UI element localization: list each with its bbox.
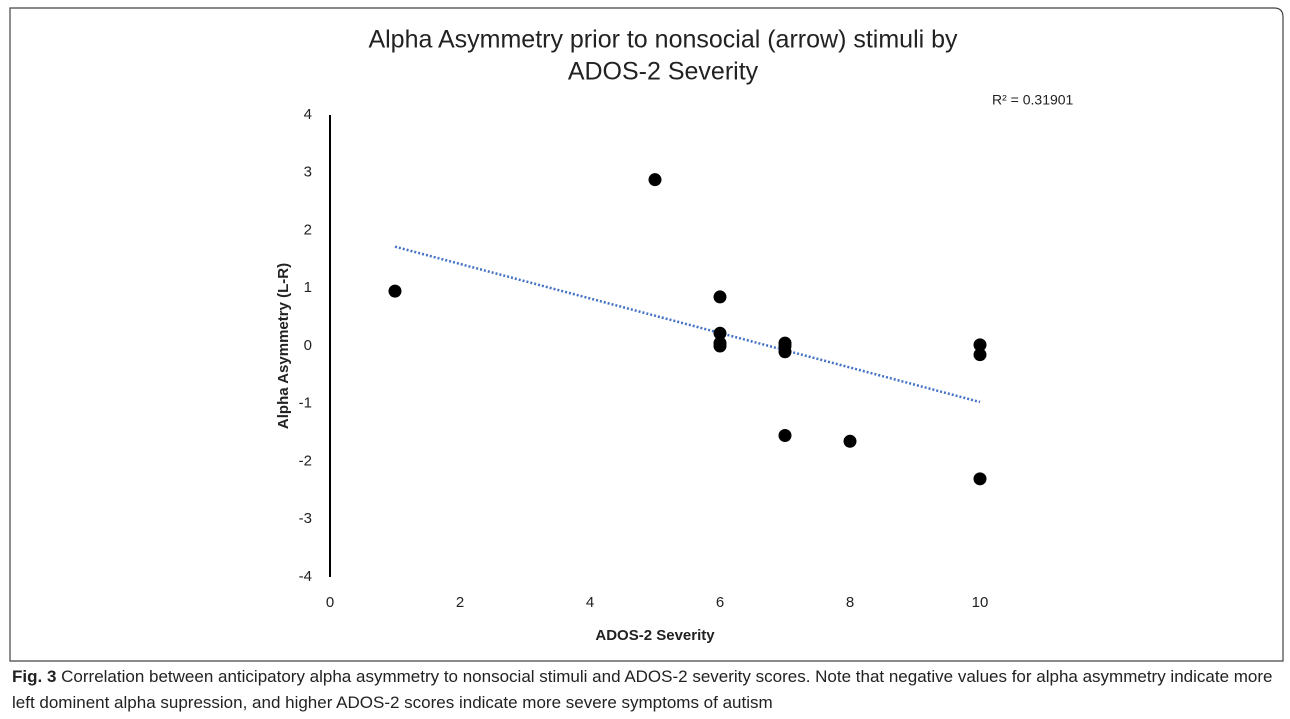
x-tick-label: 6 bbox=[716, 594, 724, 611]
trendline bbox=[394, 245, 981, 404]
y-axis-label: Alpha Asymmetry (L-R) bbox=[275, 263, 292, 429]
data-point bbox=[713, 339, 727, 353]
x-tick-label: 2 bbox=[456, 594, 464, 611]
data-point bbox=[713, 326, 727, 340]
chart-subtitle: ADOS-2 Severity bbox=[568, 58, 759, 86]
chart-title: Alpha Asymmetry prior to nonsocial (arro… bbox=[368, 26, 958, 54]
data-point bbox=[388, 284, 402, 298]
caption-text: Correlation between anticipatory alpha a… bbox=[12, 667, 1273, 712]
frame bbox=[9, 7, 1284, 662]
x-tick-label: 8 bbox=[846, 594, 854, 611]
caption: Fig. 3 Correlation between anticipatory … bbox=[12, 664, 1277, 716]
chart: Alpha Asymmetry prior to nonsocial (arro… bbox=[9, 7, 1284, 662]
data-point bbox=[778, 429, 792, 443]
x-tick-label: 0 bbox=[326, 594, 334, 611]
caption-label: Fig. 3 bbox=[12, 667, 57, 686]
data-point bbox=[843, 434, 857, 448]
data-point bbox=[973, 348, 987, 362]
data-point bbox=[973, 472, 987, 486]
y-tick-label: -1 bbox=[299, 395, 312, 412]
data-point bbox=[648, 173, 662, 187]
y-tick-label: 2 bbox=[304, 221, 312, 238]
y-tick-label: 0 bbox=[304, 337, 312, 354]
y-tick-label: -2 bbox=[299, 452, 312, 469]
y-tick-label: -4 bbox=[299, 568, 312, 585]
y-tick-label: 3 bbox=[304, 164, 312, 181]
x-tick-label: 4 bbox=[586, 594, 594, 611]
data-point bbox=[778, 345, 792, 359]
y-tick-label: -3 bbox=[299, 510, 312, 527]
r-squared: R² = 0.31901 bbox=[992, 92, 1074, 108]
y-tick-label: 4 bbox=[304, 106, 312, 123]
data-point bbox=[713, 290, 727, 304]
x-axis-label: ADOS-2 Severity bbox=[595, 627, 715, 644]
x-tick-label: 10 bbox=[972, 594, 989, 611]
data-point bbox=[973, 338, 987, 352]
y-tick-label: 1 bbox=[304, 279, 312, 296]
